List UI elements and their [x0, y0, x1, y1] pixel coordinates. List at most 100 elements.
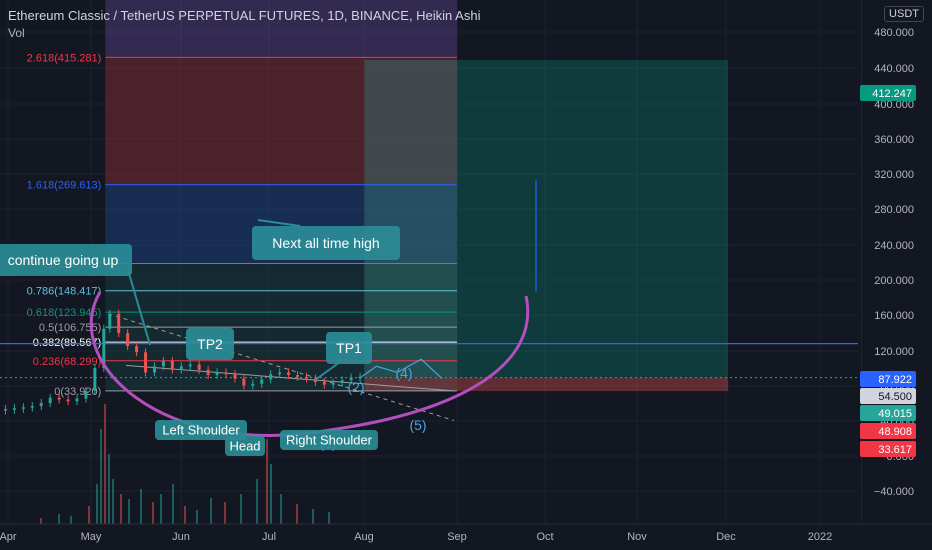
candle-body [331, 382, 335, 385]
volume-bar [152, 502, 154, 524]
price-tick: 200.000 [874, 275, 914, 287]
price-axis[interactable]: 480.000 440.000 400.000 360.000 320.000 280.0… [860, 0, 932, 550]
price-badge-label: 54.500 [878, 391, 912, 403]
candle-body [108, 313, 112, 329]
volume-bar [58, 514, 60, 524]
time-tick: May [81, 531, 102, 543]
price-badge [860, 423, 916, 439]
time-tick: Dec [716, 531, 736, 543]
price-tick: 280.000 [874, 204, 914, 216]
volume-bars [40, 404, 330, 524]
callout-label: continue going up [8, 252, 119, 268]
candle-body [233, 374, 237, 379]
candle-body [170, 361, 174, 370]
price-tick: 120.000 [874, 346, 914, 358]
chart-title: Ethereum Classic / TetherUS PERPETUAL FU… [8, 8, 481, 23]
candle-body [135, 346, 139, 353]
candle-body [161, 361, 165, 367]
fib-level-label: 0(33.920) [54, 386, 101, 398]
fib-zone-purple [105, 0, 457, 58]
volume-bar [210, 498, 212, 524]
volume-bar [312, 509, 314, 524]
fib-zone-red [105, 57, 457, 185]
fib-level-label: 1.618(269.613) [27, 180, 102, 192]
price-badge-label: 49.015 [878, 408, 912, 420]
wave-label: (5) [409, 417, 426, 433]
candle-body [260, 379, 264, 384]
time-tick: 2022 [808, 531, 832, 543]
volume-bar [40, 518, 42, 524]
candle-body [358, 376, 362, 379]
time-tick: Apr [0, 531, 17, 543]
volume-bar [96, 484, 98, 524]
volume-bar [266, 439, 268, 524]
candle-body [48, 397, 52, 404]
callout-box [186, 328, 234, 360]
price-badge [860, 371, 916, 387]
time-axis-bg [0, 524, 932, 550]
wave-label: (2) [347, 379, 364, 395]
candle-body [349, 377, 353, 381]
candle-body [3, 408, 7, 411]
price-badge [860, 388, 916, 404]
volume-bar [196, 510, 198, 524]
candle-body [206, 369, 210, 376]
volume-bar [128, 499, 130, 524]
fib-level-label: 0.236(68.299) [33, 356, 102, 368]
time-tick: Sep [447, 531, 467, 543]
candle-body [269, 374, 273, 380]
candle-body [12, 408, 16, 410]
price-tick: −40.000 [874, 486, 914, 498]
callout-box [252, 226, 400, 260]
candle-body [287, 372, 291, 376]
callout-label: Left Shoulder [162, 423, 240, 438]
candle-body [215, 372, 219, 376]
price-badge-label: 48.908 [878, 426, 912, 438]
fib-level-label: 0.5(106.755) [39, 322, 101, 334]
fib-level-label: 0.618(123.945) [27, 307, 102, 319]
callout-box [326, 332, 372, 364]
price-tick: 440.000 [874, 63, 914, 75]
candle-body [296, 375, 300, 377]
candle-body [188, 364, 192, 367]
volume-bar [160, 494, 162, 524]
volume-bar [112, 479, 114, 524]
candle-body [66, 399, 70, 402]
volume-bar [104, 404, 106, 524]
volume-bar [100, 429, 102, 524]
candle-body [152, 366, 156, 373]
callout-box [225, 436, 265, 456]
currency-button[interactable]: USDT [884, 6, 924, 22]
callout-label: TP2 [197, 336, 223, 352]
candle-body [75, 398, 79, 402]
callout-label: Next all time high [272, 235, 379, 251]
volume-bar [256, 479, 258, 524]
callout-pointer [127, 269, 151, 346]
time-tick: Jul [262, 531, 276, 543]
callout-box [155, 420, 247, 440]
candle-body [93, 368, 97, 391]
candle-body [197, 364, 201, 370]
volume-bar [108, 454, 110, 524]
volume-label: Vol [8, 26, 25, 40]
candle-body [57, 397, 61, 400]
volume-bar [224, 502, 226, 524]
candle-body [126, 333, 130, 347]
candle-series [3, 309, 362, 415]
candle-body [224, 372, 228, 375]
callout-label: Right Shoulder [286, 433, 373, 448]
price-badge-label: 87.922 [878, 374, 912, 386]
price-badge [860, 405, 916, 421]
price-badge-label: 33.617 [878, 444, 912, 456]
time-axis[interactable]: Apr May Jun Jul Aug Sep Oct Nov Dec 2022 [0, 523, 932, 550]
volume-bar [140, 489, 142, 524]
candle-body [304, 376, 308, 379]
target-overlap-zone [364, 59, 457, 378]
candle-body [179, 366, 183, 370]
time-tick: Oct [536, 531, 553, 543]
candle-body [39, 403, 43, 407]
time-tick: Nov [627, 531, 647, 543]
price-tick: 360.000 [874, 134, 914, 146]
